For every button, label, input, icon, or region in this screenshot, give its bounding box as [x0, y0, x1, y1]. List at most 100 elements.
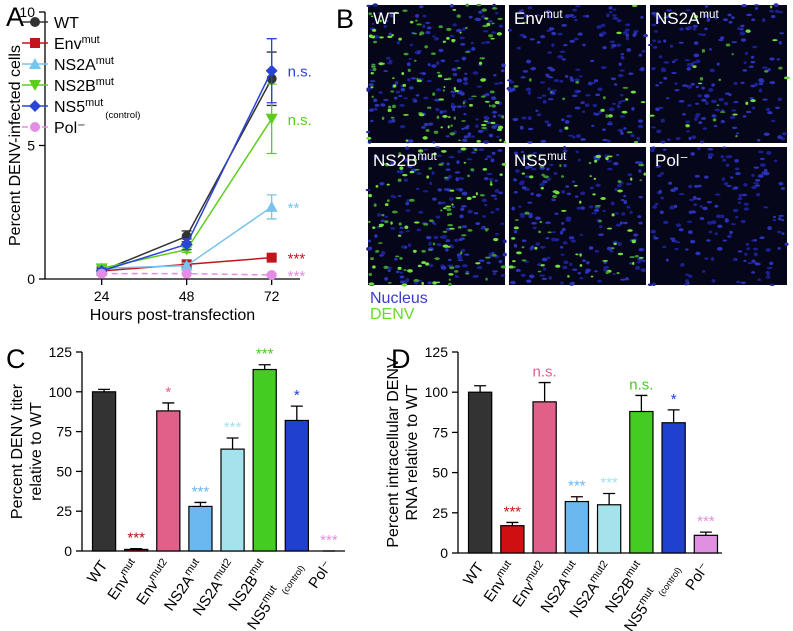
- nucleus-dot: [690, 82, 695, 86]
- denv-dot: [384, 162, 390, 167]
- nucleus-dot: [624, 277, 629, 281]
- nucleus-dot: [761, 18, 766, 23]
- nucleus-dot: [548, 276, 553, 280]
- nucleus-dot: [602, 128, 606, 131]
- x-tick-label-part: WT: [460, 560, 487, 589]
- nucleus-dot: [779, 32, 785, 35]
- nucleus-dot: [675, 223, 682, 228]
- nucleus-dot: [536, 113, 542, 117]
- nucleus-dot: [539, 274, 545, 277]
- significance-label: n.s.: [629, 376, 653, 393]
- nucleus-dot: [399, 226, 404, 230]
- nucleus-dot: [532, 151, 537, 155]
- nucleus-dot: [523, 14, 530, 18]
- nucleus-dot: [422, 24, 426, 29]
- nucleus-dot: [451, 205, 456, 208]
- nucleus-dot: [484, 203, 488, 207]
- denv-dot: [415, 19, 418, 22]
- denv-dot: [442, 244, 449, 248]
- significance-label: ***: [224, 419, 242, 436]
- nucleus-dot: [711, 83, 715, 87]
- nucleus-dot: [688, 274, 693, 278]
- tile-label: NS2Bmut: [373, 151, 437, 170]
- nucleus-dot: [651, 282, 657, 286]
- nucleus-dot: [643, 33, 648, 38]
- denv-dot: [496, 32, 503, 36]
- nucleus-dot: [777, 230, 782, 234]
- denv-dot: [458, 139, 461, 142]
- denv-dot: [401, 71, 405, 76]
- denv-dot: [394, 11, 398, 14]
- denv-dot: [605, 271, 610, 275]
- nucleus-dot: [527, 116, 532, 120]
- nucleus-dot: [696, 197, 702, 201]
- denv-dot: [446, 212, 450, 217]
- legend-label-part: Env: [54, 36, 82, 53]
- nucleus-dot: [595, 93, 601, 97]
- denv-dot: [547, 231, 552, 234]
- nucleus-dot: [704, 4, 709, 8]
- nucleus-dot: [562, 265, 568, 270]
- nucleus-dot: [574, 106, 581, 110]
- x-tick-label-part: WT: [84, 558, 111, 587]
- nucleus-dot: [702, 127, 708, 130]
- nucleus-dot: [421, 72, 427, 76]
- nucleus-dot: [730, 115, 736, 120]
- nucleus-dot: [608, 6, 613, 10]
- error-bar: [130, 547, 143, 550]
- nucleus-dot: [431, 171, 435, 175]
- denv-dot: [418, 113, 425, 117]
- nucleus-dot: [389, 14, 394, 18]
- nucleus-dot: [704, 175, 709, 179]
- denv-dot: [511, 237, 516, 240]
- nucleus-dot: [461, 127, 465, 131]
- nucleus-dot: [635, 265, 641, 270]
- nucleus-dot: [608, 107, 615, 112]
- nucleus-dot: [454, 59, 460, 62]
- nucleus-dot: [746, 247, 751, 251]
- denv-dot: [418, 149, 424, 153]
- denv-dot: [371, 35, 376, 39]
- nucleus-dot: [640, 268, 646, 272]
- marker: [181, 268, 192, 279]
- nucleus-dot: [716, 62, 720, 66]
- significance-label: *: [165, 384, 171, 401]
- marker: [265, 200, 278, 212]
- denv-dot: [640, 101, 646, 104]
- bar: [500, 525, 525, 554]
- tile-label-part: NS5: [514, 151, 547, 170]
- nucleus-dot: [457, 150, 463, 154]
- denv-dot: [448, 282, 452, 286]
- nucleus-dot: [711, 279, 716, 283]
- nucleus-dot: [560, 118, 565, 122]
- nucleus-dot: [580, 191, 586, 195]
- nucleus-dot: [578, 75, 583, 78]
- nucleus-dot: [752, 247, 759, 251]
- nucleus-dot: [741, 4, 747, 8]
- nucleus-dot: [726, 184, 732, 188]
- denv-dot: [409, 20, 414, 24]
- nucleus-dot: [539, 81, 546, 84]
- nucleus-dot: [488, 178, 494, 181]
- tile-label-part: WT: [373, 9, 399, 28]
- nucleus-dot: [547, 76, 553, 79]
- denv-dot: [467, 174, 470, 178]
- nucleus-dot: [466, 158, 473, 161]
- nucleus-dot: [765, 271, 770, 274]
- nucleus-dot: [774, 9, 780, 13]
- nucleus-dot: [686, 85, 693, 89]
- denv-dot: [419, 31, 425, 35]
- nucleus-dot: [419, 5, 424, 9]
- nucleus-dot: [542, 180, 548, 184]
- nucleus-dot: [640, 259, 647, 263]
- nucleus-dot: [751, 173, 755, 177]
- nucleus-dot: [606, 160, 612, 163]
- denv-dot: [476, 3, 482, 7]
- nucleus-dot: [390, 227, 396, 230]
- legend-marker: [30, 122, 40, 132]
- denv-dot: [413, 221, 420, 224]
- nucleus-dot: [688, 136, 692, 141]
- nucleus-dot: [411, 77, 416, 80]
- denv-dot: [521, 21, 528, 24]
- nucleus-dot: [620, 52, 624, 56]
